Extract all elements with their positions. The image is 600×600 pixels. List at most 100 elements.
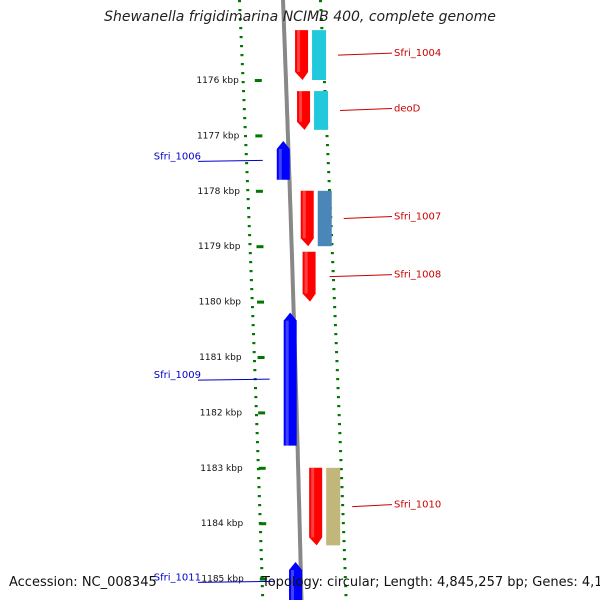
ruler-dot-left xyxy=(241,81,245,84)
tick-mark xyxy=(254,79,262,82)
ruler-dot-left xyxy=(249,270,253,273)
label-leader xyxy=(197,378,270,381)
gene-highlight xyxy=(299,91,303,122)
tick-mark xyxy=(259,577,267,581)
cog-category-bar xyxy=(326,467,341,546)
ruler-dot-left xyxy=(238,9,242,12)
gene-label-sfri_1004: Sfri_1004 xyxy=(394,48,441,59)
ruler-dot-right xyxy=(339,468,343,471)
ruler-dot-left xyxy=(245,180,249,183)
ruler-dot-right xyxy=(320,27,324,30)
tick-label: 1178 kbp xyxy=(198,187,241,197)
gene-arrow-sfri_1010 xyxy=(309,467,323,546)
ruler-dot-right xyxy=(342,540,346,543)
ruler-dot-right xyxy=(337,414,341,417)
ruler-dot-right xyxy=(333,306,337,309)
gene-label-sfri_1008: Sfri_1008 xyxy=(394,270,441,281)
gene-label-sfri_1010: Sfri_1010 xyxy=(394,500,441,511)
ruler-dot-left xyxy=(252,342,256,345)
genome-backbone xyxy=(281,0,304,600)
label-leader xyxy=(197,580,276,583)
gene-arrow-sfri_1009 xyxy=(283,312,297,446)
ruler-dot-left xyxy=(251,324,255,327)
tick-mark xyxy=(257,356,265,359)
ruler-dot-left xyxy=(245,162,249,165)
ruler-dot-left xyxy=(256,459,260,462)
ruler-dot-left xyxy=(239,36,243,39)
ruler-dot-right xyxy=(319,0,322,3)
ruler-dot-left xyxy=(249,279,253,282)
ruler-dot-left xyxy=(255,441,259,444)
ruler-dot-left xyxy=(247,216,251,219)
ruler-dot-left xyxy=(248,234,252,237)
scale-tick-labels: 1176 kbp 1177 kbp 1178 kbp 1179 kbp 1180 kbp… xyxy=(196,76,267,585)
ruler-dot-left xyxy=(247,225,251,228)
ruler-dot-left xyxy=(254,414,258,417)
ruler-dot-right xyxy=(335,360,339,363)
ruler-dot-left xyxy=(253,369,257,372)
ruler-dot-left xyxy=(248,252,252,255)
tick-mark xyxy=(255,134,263,138)
cog-category-bar xyxy=(317,190,332,247)
ruler-dot-right xyxy=(326,153,330,156)
ruler-dot-right xyxy=(340,495,344,498)
gene-labels: Sfri_1004 deoD Sfri_1006 Sfri_1007 Sfri_1008… xyxy=(154,48,441,583)
ruler-dot-left xyxy=(245,171,249,174)
ruler-dot-right xyxy=(340,486,344,489)
ruler-dot-left xyxy=(238,18,242,21)
ruler-dot-left xyxy=(260,576,264,579)
genome-title: Shewanella frigidimarina NCIMB 400, comp… xyxy=(104,9,496,25)
ruler-dot-right xyxy=(333,324,337,327)
tick-label: 1180 kbp xyxy=(199,298,242,308)
ruler-dot-right xyxy=(338,432,342,435)
gene-highlight xyxy=(291,569,295,600)
ruler-dot-left xyxy=(259,540,263,543)
ruler-dot-left xyxy=(259,558,263,561)
ruler-dot-right xyxy=(344,594,348,597)
ruler-dot-left xyxy=(254,405,258,408)
gene-highlight xyxy=(304,251,308,294)
ruler-dot-left xyxy=(252,351,256,354)
ruler-dot-right xyxy=(343,567,347,570)
cog-category-bar xyxy=(314,91,329,130)
ruler-dot-left xyxy=(239,27,243,30)
gene-highlight xyxy=(297,30,301,72)
tick-label: 1179 kbp xyxy=(198,242,241,252)
tick-label: 1181 kbp xyxy=(199,353,242,363)
ruler-dot-right xyxy=(338,441,342,444)
ruler-dot-left xyxy=(243,126,247,129)
tick-label: 1183 kbp xyxy=(200,464,243,474)
ruler-dot-right xyxy=(335,351,339,354)
ruler-dot-right xyxy=(343,558,347,561)
ruler-dot-right xyxy=(341,504,345,507)
tick-label: 1177 kbp xyxy=(197,131,240,141)
ruler-dot-right xyxy=(332,288,336,291)
ruler-dot-left xyxy=(244,153,248,156)
label-leader xyxy=(197,159,263,162)
ruler-dot-left xyxy=(247,207,251,210)
gene-label-sfri_1011: Sfri_1011 xyxy=(154,572,201,583)
ruler-dot-left xyxy=(242,99,246,102)
ruler-dot-right xyxy=(330,243,334,246)
gene-label-sfri_1006: Sfri_1006 xyxy=(154,151,201,162)
cog-category-bar xyxy=(312,30,327,80)
ruler-dot-left xyxy=(250,288,254,291)
ruler-dot-left xyxy=(260,585,264,588)
ruler-dot-left xyxy=(250,297,254,300)
ruler-dot-right xyxy=(342,531,346,534)
label-leader xyxy=(340,107,393,111)
label-leader xyxy=(329,274,393,278)
ruler-dot-right xyxy=(339,450,343,453)
ruler-dot-right xyxy=(336,396,340,399)
ruler-dot-left xyxy=(249,261,253,264)
ruler-dot-right xyxy=(331,270,335,273)
ruler-dot-right xyxy=(336,378,340,381)
ruler-dot-right xyxy=(341,522,345,525)
ruler-dot-left xyxy=(251,315,255,318)
ruler-dot-right xyxy=(330,252,334,255)
ruler-dot-left xyxy=(259,531,263,534)
ruler-dot-right xyxy=(341,513,345,516)
ruler-dot-right xyxy=(331,261,335,264)
ruler-dot-left xyxy=(242,90,246,93)
